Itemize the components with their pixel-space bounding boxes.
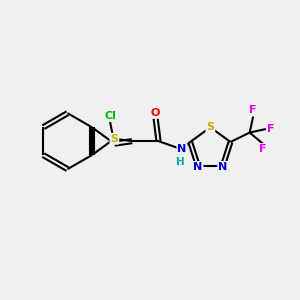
Text: N: N (178, 144, 187, 154)
Text: N: N (218, 162, 227, 172)
Text: S: S (206, 122, 214, 132)
Text: S: S (110, 134, 118, 144)
Text: O: O (151, 108, 160, 118)
Text: F: F (259, 144, 267, 154)
Text: Cl: Cl (104, 111, 116, 121)
Text: N: N (193, 162, 203, 172)
Text: F: F (267, 124, 275, 134)
Text: H: H (176, 157, 185, 167)
Text: F: F (249, 106, 257, 116)
